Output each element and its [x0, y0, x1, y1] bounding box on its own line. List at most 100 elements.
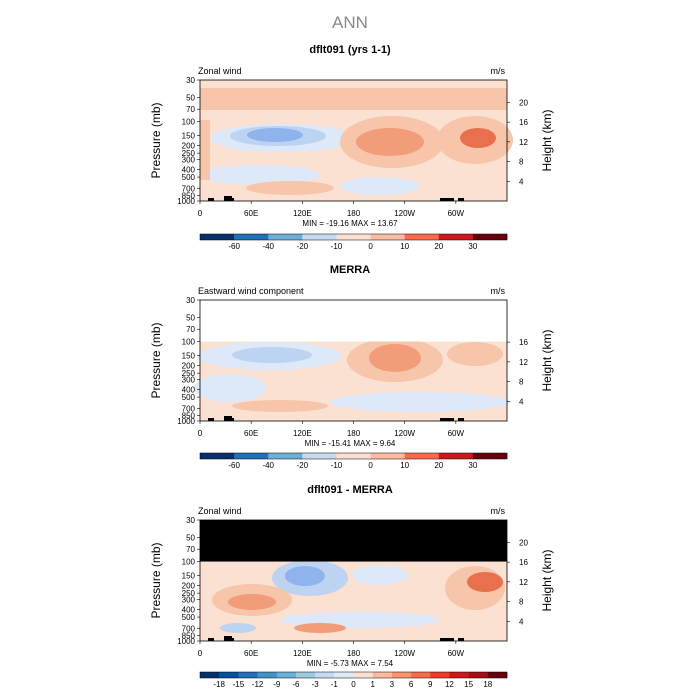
- panel-1: dflt091 (yrs 1-1)Zonal wind m/s3050701001…: [149, 44, 554, 251]
- panel-title: dflt091 (yrs 1-1): [309, 44, 391, 56]
- colorbar-swatch: [370, 234, 405, 240]
- height-tick-label: 12: [519, 358, 528, 367]
- y-tick-label: 500: [182, 393, 196, 402]
- colorbar-frame: [199, 452, 508, 460]
- field-pos-core: [228, 594, 276, 610]
- y-tick-label: 300: [182, 595, 196, 604]
- y-tick-label: 50: [186, 314, 195, 323]
- field-neg-region: [352, 565, 408, 585]
- field-neg-region: [340, 177, 420, 195]
- colorbar-label: 10: [400, 461, 409, 470]
- y-tick-label: 30: [186, 76, 195, 85]
- y-tick-label: 30: [186, 516, 195, 525]
- colorbar-label: 0: [368, 461, 373, 470]
- colorbar-swatch: [472, 234, 508, 240]
- y-axis-label: Pressure (mb): [149, 322, 163, 398]
- height-tick-label: 8: [519, 378, 524, 387]
- field-pos-core: [467, 572, 503, 592]
- y-tick-label: 250: [182, 369, 196, 378]
- height-tick-label: 12: [519, 578, 528, 587]
- x-tick-label: 60E: [244, 649, 258, 658]
- colorbar-swatch: [391, 672, 412, 678]
- y-tick-label: 70: [186, 325, 195, 334]
- y-axis-label: Pressure (mb): [149, 102, 163, 178]
- y-tick-label: 150: [182, 132, 196, 141]
- field-label: Eastward wind component: [198, 286, 304, 296]
- colorbar-label: -10: [331, 461, 343, 470]
- y-tick-label: 400: [182, 605, 196, 614]
- height-tick-label: 4: [519, 617, 524, 626]
- y-tick-label: 1000: [177, 197, 195, 206]
- y-tick-label: 250: [182, 589, 196, 598]
- y-tick-label: 700: [182, 625, 196, 634]
- topography: [458, 198, 464, 201]
- topography: [224, 196, 232, 201]
- colorbar-label: -40: [262, 461, 274, 470]
- units-label: m/s: [491, 506, 506, 516]
- colorbar-swatch: [234, 453, 269, 459]
- y-tick-label: 300: [182, 375, 196, 384]
- colorbar-label: 3: [390, 680, 395, 689]
- colorbar-swatch: [268, 234, 303, 240]
- colorbar-swatch: [200, 453, 235, 459]
- x-tick-label: 120E: [293, 209, 312, 218]
- y-tick-label: 50: [186, 94, 195, 103]
- topography: [458, 638, 464, 641]
- colorbar-swatch: [411, 672, 431, 678]
- y-tick-label: 700: [182, 405, 196, 414]
- height-tick-label: 16: [519, 558, 528, 567]
- colorbar: -60 -40 -20 -10 0 10 20 30: [199, 233, 508, 251]
- y-axis-right-label: Height (km): [540, 549, 554, 611]
- colorbar-label: -20: [297, 242, 309, 251]
- field-low-neg: [220, 623, 256, 633]
- y-axis-right-label: Height (km): [540, 329, 554, 391]
- colorbar-label: 12: [445, 680, 454, 689]
- colorbar-label: 30: [468, 242, 477, 251]
- y-tick-label: 100: [182, 118, 196, 127]
- y-tick-label: 700: [182, 185, 196, 194]
- colorbar-label: -3: [312, 680, 320, 689]
- field-pos-core: [460, 128, 496, 148]
- height-tick-label: 20: [519, 538, 528, 547]
- colorbar-swatch: [302, 234, 337, 240]
- colorbar-label: 10: [400, 242, 409, 251]
- min-max-stats: MIN = -19.16 MAX = 13.67: [302, 219, 398, 228]
- colorbar-label: -15: [233, 680, 245, 689]
- y-tick-label: 200: [182, 141, 196, 150]
- topography: [458, 418, 464, 421]
- colorbar-label: 9: [428, 680, 433, 689]
- height-tick-label: 20: [519, 98, 528, 107]
- y-tick-label: 400: [182, 385, 196, 394]
- colorbar-swatch: [219, 672, 239, 678]
- colorbar-swatch: [438, 234, 474, 240]
- colorbar-swatch: [334, 672, 354, 678]
- y-tick-label: 200: [182, 361, 196, 370]
- colorbar-label: -12: [252, 680, 264, 689]
- x-tick-label: 60W: [448, 649, 465, 658]
- colorbar-label: -60: [228, 242, 240, 251]
- field-low-pos: [232, 400, 328, 412]
- colorbar-swatch: [468, 672, 489, 678]
- colorbar-swatch: [234, 234, 269, 240]
- field-pos-core: [356, 128, 424, 156]
- y-tick-label: 300: [182, 155, 196, 164]
- topography: [224, 416, 232, 421]
- page-title: ANN: [332, 13, 368, 32]
- panel-title: dflt091 - MERRA: [307, 484, 393, 496]
- y-tick-label: 500: [182, 613, 196, 622]
- colorbar-label: 6: [409, 680, 414, 689]
- colorbar-label: -18: [213, 680, 225, 689]
- colorbar-label: -60: [228, 461, 240, 470]
- height-tick-label: 4: [519, 397, 524, 406]
- colorbar: -60 -40 -20 -10 0 10 20 30: [199, 452, 508, 470]
- x-tick-label: 180: [347, 429, 361, 438]
- colorbar-swatch: [268, 453, 303, 459]
- colorbar-label: 30: [468, 461, 477, 470]
- y-axis-label: Pressure (mb): [149, 542, 163, 618]
- x-tick-label: 120E: [293, 649, 312, 658]
- colorbar-frame: [199, 671, 508, 679]
- topography: [440, 418, 454, 421]
- units-label: m/s: [491, 66, 506, 76]
